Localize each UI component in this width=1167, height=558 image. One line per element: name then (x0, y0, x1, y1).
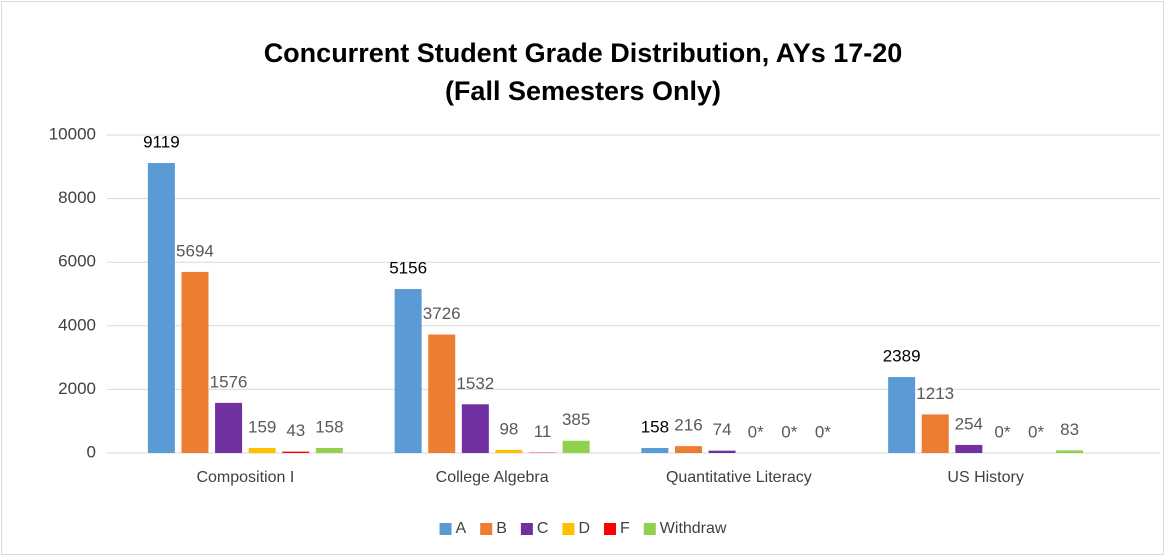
legend-swatch (480, 523, 493, 535)
legend-label: A (456, 520, 467, 537)
data-label: 0* (815, 422, 831, 441)
y-tick-label: 2000 (58, 379, 96, 398)
bar (674, 446, 702, 453)
bar (708, 450, 736, 453)
data-label: 98 (499, 419, 518, 438)
data-label: 158 (641, 417, 669, 436)
legend-swatch (643, 523, 656, 535)
data-label: 0* (748, 422, 764, 441)
data-label: 0* (1028, 422, 1044, 441)
data-label: 2389 (883, 347, 921, 366)
data-label: 5694 (176, 241, 214, 260)
data-label: 385 (562, 410, 590, 429)
bar (1056, 450, 1084, 453)
legend-label: Withdraw (660, 520, 727, 537)
legend-swatch (604, 523, 616, 535)
data-label: 158 (315, 417, 343, 436)
bar (562, 440, 590, 453)
bar (641, 447, 669, 453)
y-tick-label: 10000 (49, 124, 96, 143)
legend-label: B (496, 520, 507, 537)
bar (147, 163, 175, 453)
data-label: 74 (713, 420, 732, 439)
legend-label: D (578, 520, 590, 537)
y-tick-label: 4000 (58, 315, 96, 334)
bar (888, 377, 916, 453)
data-label: 216 (674, 416, 702, 435)
data-label: 0* (781, 422, 797, 441)
legend-swatch (562, 523, 575, 535)
legend-label: F (620, 520, 630, 537)
bar (428, 334, 456, 453)
legend-swatch (439, 523, 452, 535)
data-label: 9119 (143, 133, 180, 152)
bar (495, 449, 523, 453)
data-label: 11 (534, 422, 552, 441)
x-tick-label: College Algebra (436, 469, 549, 486)
data-label: 5156 (389, 259, 427, 278)
data-label: 159 (248, 417, 276, 436)
bar (248, 447, 276, 453)
data-label: 83 (1060, 420, 1079, 439)
y-tick-label: 8000 (58, 188, 96, 207)
x-tick-label: Quantitative Literacy (666, 469, 812, 486)
bar (461, 404, 489, 453)
bar (394, 289, 422, 453)
data-label: 43 (286, 421, 305, 440)
bar (181, 271, 209, 453)
chart-title: Concurrent Student Grade Distribution, A… (263, 38, 903, 106)
data-label: 1213 (916, 384, 954, 403)
legend-label: C (537, 520, 549, 537)
legend-swatch (520, 523, 533, 535)
x-tick-label: US History (947, 469, 1023, 486)
data-label: 3726 (423, 304, 461, 323)
data-label: 1532 (456, 374, 494, 393)
bar (282, 451, 310, 453)
bar (955, 444, 983, 453)
bar (215, 402, 243, 453)
y-tick-label: 6000 (58, 252, 96, 271)
data-label: 0* (994, 422, 1010, 441)
bar (921, 414, 949, 453)
data-label: 254 (955, 414, 983, 433)
y-tick-label: 0 (87, 442, 96, 461)
bar (315, 447, 343, 453)
data-label: 1576 (210, 372, 248, 391)
x-tick-label: Composition I (196, 469, 294, 486)
